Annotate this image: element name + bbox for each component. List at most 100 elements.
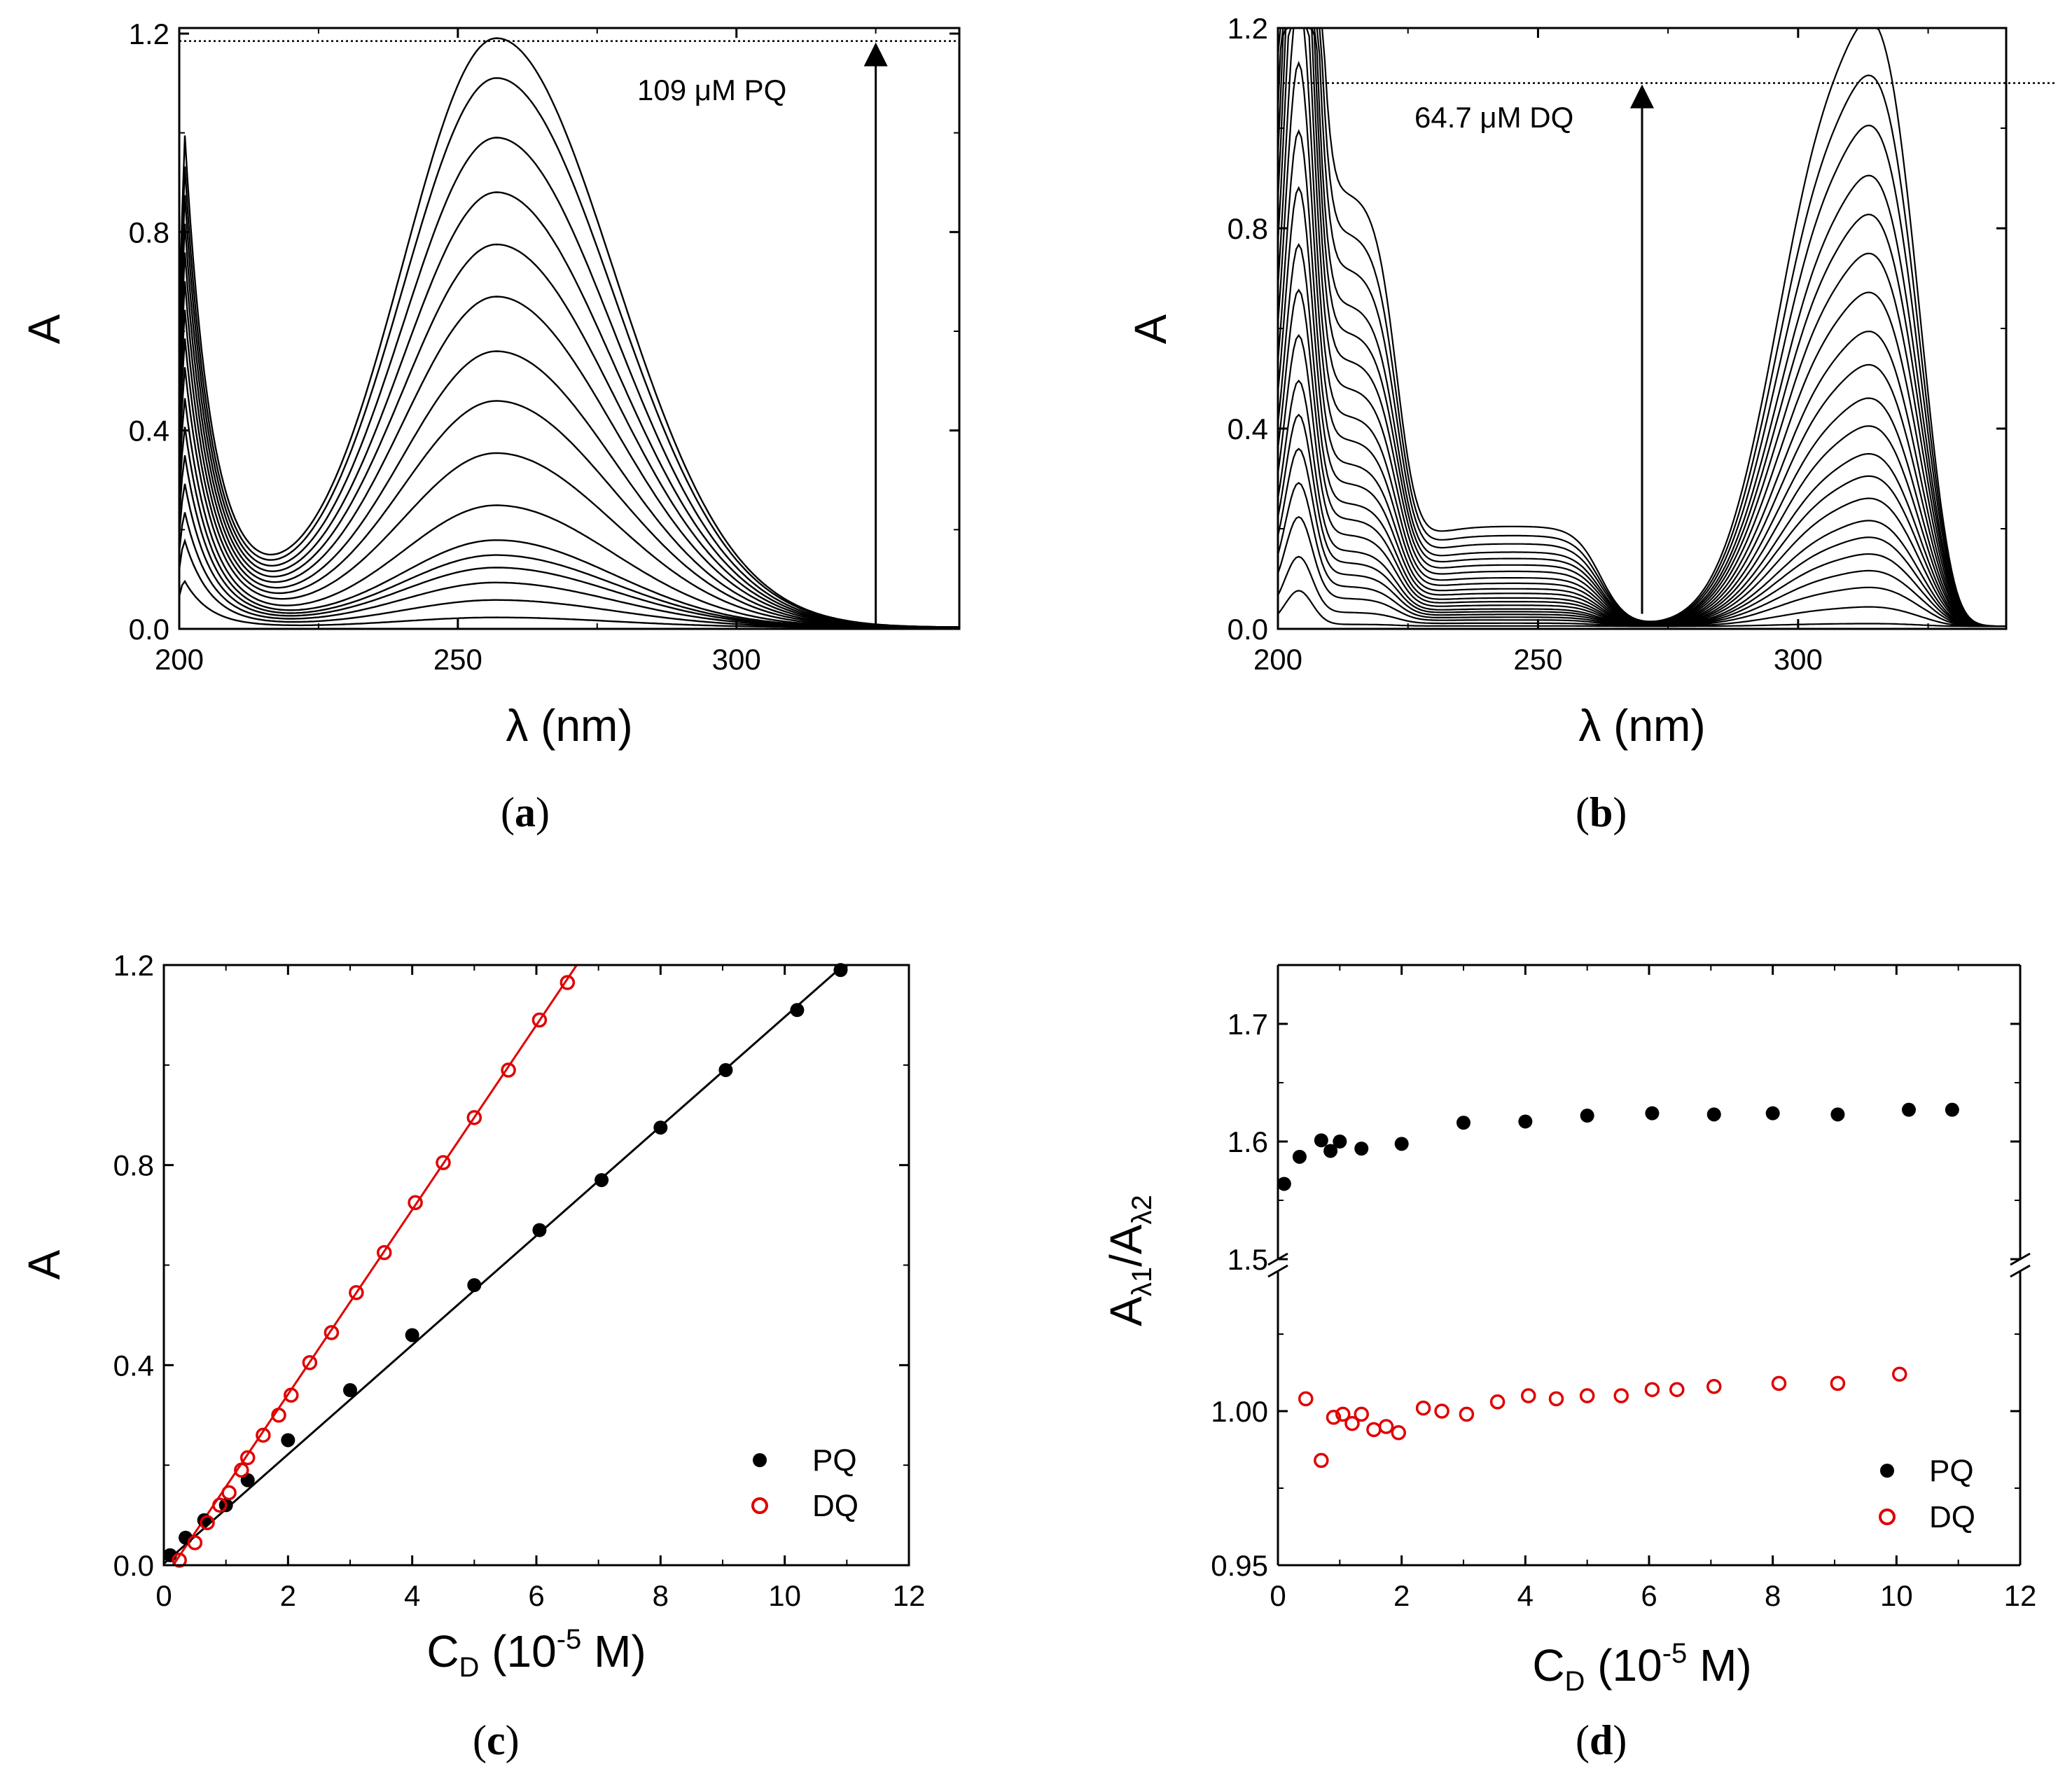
data-point-pq	[595, 1173, 609, 1188]
data-point-dq	[1326, 1410, 1342, 1425]
data-point-dq	[1314, 1452, 1329, 1469]
data-point-dq	[1548, 1391, 1564, 1407]
data-point-pq	[1706, 1107, 1721, 1122]
panel-d-xlabel-sup: -5	[1662, 1638, 1688, 1669]
data-point-dq	[1434, 1403, 1449, 1419]
panel-c-caption: (c)	[473, 1717, 520, 1763]
data-point-pq	[1830, 1107, 1845, 1122]
panel-c-frame	[162, 964, 910, 1567]
data-point-dq	[1366, 1422, 1382, 1438]
panel-d-frame	[1267, 964, 2031, 1567]
data-point-dq	[172, 1553, 187, 1568]
panel-d-ylabel-sub2: λ2	[1127, 1195, 1157, 1224]
y-tick-label: 0.4	[1228, 412, 1268, 445]
data-point-dq	[324, 1325, 340, 1340]
data-point-pq	[197, 1513, 211, 1527]
y-tick-label-lower: 1.00	[1211, 1395, 1268, 1428]
data-point-dq	[1892, 1366, 1907, 1382]
data-point-pq	[1518, 1114, 1533, 1129]
x-tick-label: 8	[653, 1579, 669, 1612]
data-point-dq	[271, 1408, 286, 1423]
panel-a-caption: (a)	[501, 789, 550, 835]
panel-c-ticks: 0 2 4 6 8 10 12 0.0 0.4 0.8 1.2	[113, 949, 926, 1612]
panel-c-xlabel-sup: -5	[557, 1624, 582, 1655]
spectrum-curve-pq	[178, 310, 959, 628]
data-point-dq	[1706, 1379, 1722, 1394]
data-point-pq	[1292, 1149, 1307, 1164]
data-point-dq	[1415, 1400, 1431, 1416]
data-point-pq	[1314, 1133, 1328, 1148]
data-point-dq	[466, 1110, 482, 1125]
legend-dq-marker	[751, 1497, 768, 1514]
panel-d-points	[1277, 1102, 1959, 1469]
spectrum-curve-dq	[1278, 27, 2006, 627]
x-tick-label: 300	[712, 643, 761, 676]
axis-break-mark	[2010, 1264, 2031, 1278]
panel-b-ylabel: A	[1125, 314, 1176, 344]
x-tick-label: 8	[1765, 1579, 1781, 1612]
data-point-pq	[1645, 1106, 1660, 1121]
data-point-dq	[1771, 1375, 1787, 1392]
panel-d-caption: (d)	[1576, 1717, 1627, 1763]
spectrum-curve-pq	[178, 77, 960, 628]
data-point-pq	[1277, 1177, 1291, 1191]
data-point-dq	[1335, 1406, 1351, 1422]
data-point-dq	[1391, 1425, 1406, 1441]
data-point-dq	[531, 1012, 548, 1028]
y-tick-label: 1.2	[1228, 12, 1268, 45]
x-tick-label: 250	[433, 643, 482, 676]
data-point-pq	[532, 1223, 547, 1237]
panel-d-caption-letter: d	[1590, 1717, 1613, 1763]
spectrum-curve-pq	[178, 367, 959, 628]
y-tick-label: 0.8	[1228, 212, 1268, 245]
data-point-dq	[234, 1462, 249, 1478]
x-tick-label: 12	[2004, 1579, 2037, 1612]
x-tick-label: 200	[1253, 643, 1302, 676]
y-tick-label-upper: 1.6	[1228, 1125, 1268, 1158]
data-point-pq	[790, 1003, 805, 1018]
data-point-dq	[200, 1515, 215, 1531]
panel-d-xlabel: CD (10-5 M)	[1532, 1638, 1751, 1697]
data-point-dq	[1459, 1406, 1475, 1422]
y-tick-label: 0.4	[129, 415, 169, 448]
data-point-dq	[239, 1450, 256, 1466]
data-point-pq	[467, 1278, 482, 1293]
data-point-dq	[1613, 1388, 1629, 1403]
data-point-dq	[436, 1155, 451, 1170]
data-point-dq	[1669, 1382, 1685, 1397]
x-tick-label: 4	[1517, 1579, 1534, 1612]
panel-a-curves	[178, 37, 960, 629]
y-tick-label-lower: 0.95	[1211, 1549, 1268, 1582]
data-point-pq	[1333, 1135, 1347, 1149]
x-tick-label: 10	[768, 1579, 801, 1612]
panel-a-annotation-text: 109 μM PQ	[637, 74, 786, 106]
spectrum-curve-pq	[178, 281, 959, 628]
panel-c-points	[162, 963, 848, 1568]
fit-line-pq	[163, 964, 844, 1564]
panel-d-ylabel: Aλ1/Aλ2	[1101, 1195, 1157, 1326]
x-tick-label: 12	[893, 1579, 926, 1612]
fit-line-dq	[172, 964, 578, 1566]
data-point-dq	[256, 1427, 271, 1443]
data-point-pq	[281, 1433, 295, 1448]
panel-d-xlabel-sub: D	[1565, 1666, 1585, 1697]
data-point-pq	[833, 963, 848, 978]
y-tick-label: 0.8	[129, 216, 169, 249]
data-point-dq	[349, 1285, 364, 1300]
panel-b-ticks: 200 250 300 0.0 0.4 0.8 1.2	[1228, 12, 2006, 676]
concentration-arrow-head	[1630, 84, 1654, 109]
data-point-dq	[221, 1485, 237, 1501]
spectrum-curve-pq	[178, 243, 960, 628]
panel-c: 0 2 4 6 8 10 120.00.40.81.2 PQ DQ CD (10-5 M) …	[19, 949, 925, 1763]
data-point-dq	[1579, 1388, 1595, 1403]
y-tick-label-upper: 1.7	[1228, 1008, 1268, 1041]
spectrum-curve-pq	[178, 137, 959, 628]
panel-b-xlabel: λ (nm)	[1578, 700, 1705, 751]
panel-b-annotation	[1278, 82, 2055, 614]
legend-dq-label: DQ	[812, 1489, 858, 1523]
panel-d-legend: PQ DQ	[1879, 1454, 1975, 1534]
panel-c-caption-letter: c	[487, 1717, 506, 1763]
legend-pq-marker	[753, 1453, 767, 1467]
